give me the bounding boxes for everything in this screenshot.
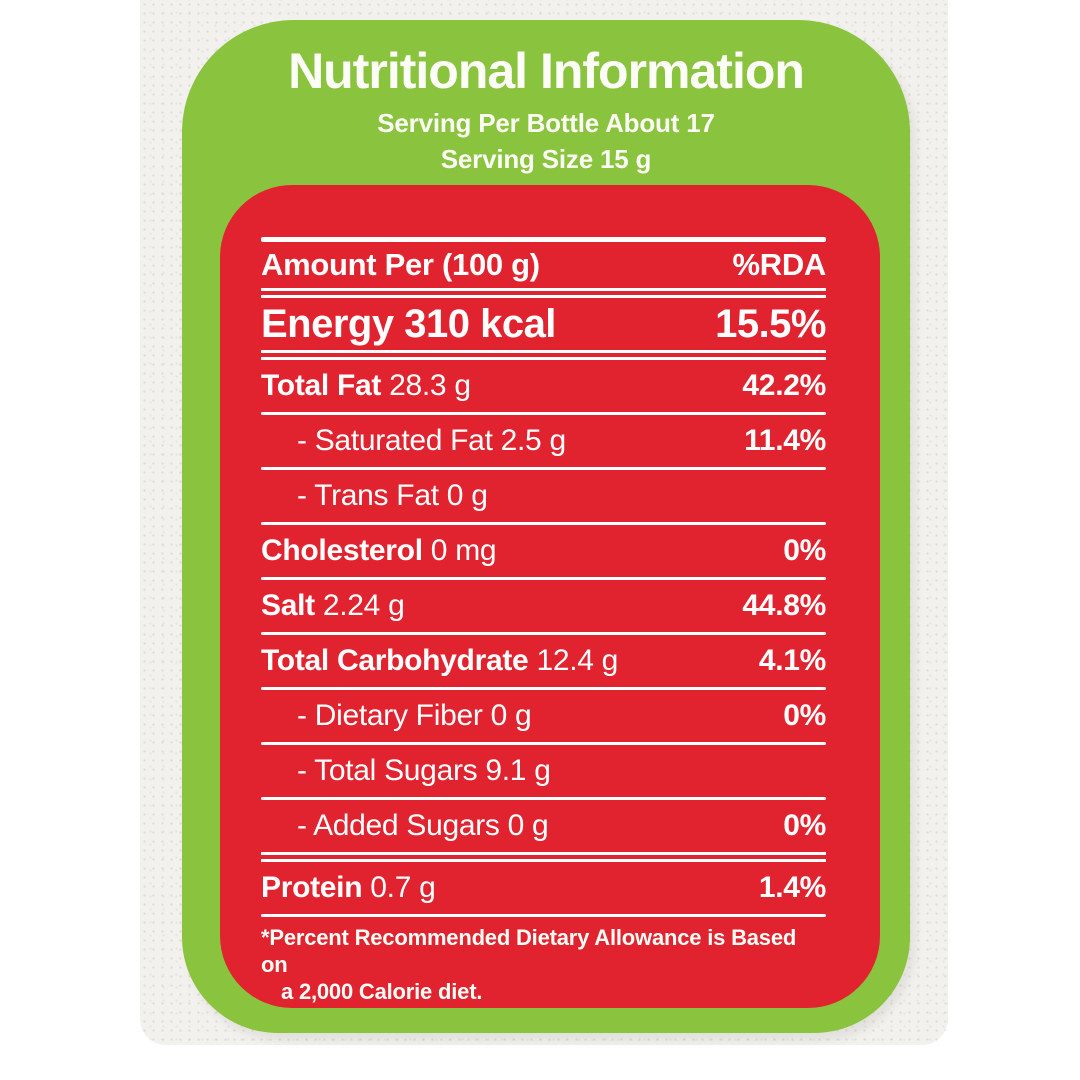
row-label: - Added Sugars 0 g [261,809,549,843]
nutrition-panel: Amount Per (100 g) %RDA Energy 310 kcal … [220,185,880,1008]
row-label-bold: Protein [261,871,363,904]
row-separator [261,852,826,862]
label-title: Nutritional Information [288,43,805,99]
row-label: Protein 0.7 g [261,871,436,905]
footnote-line-2: a 2,000 Calorie diet. [281,979,483,1004]
row-label-rest: - Dietary Fiber 0 g [297,699,532,732]
row-label: - Trans Fat 0 g [261,479,488,513]
table-row: Total Carbohydrate 12.4 g 4.1% [261,635,826,687]
row-label-bold: Total Carbohydrate [261,644,529,677]
row-label: Total Carbohydrate 12.4 g [261,644,618,678]
row-label: Energy 310 kcal [261,302,556,347]
row-label: Amount Per (100 g) [261,247,540,283]
row-label-rest: - Added Sugars 0 g [297,809,549,842]
row-label-bold: Amount Per (100 g) [261,247,540,282]
table-row: Amount Per (100 g) %RDA [261,242,826,288]
table-row: - Dietary Fiber 0 g 0% [261,690,826,742]
row-label-rest: 0.7 g [362,871,436,904]
row-separator [261,288,826,298]
table-row: - Saturated Fat 2.5 g 11.4% [261,415,826,467]
row-label-rest: 28.3 g [381,369,471,402]
row-separator [261,687,826,690]
table-row: - Total Sugars 9.1 g [261,745,826,797]
table-row: Salt 2.24 g 44.8% [261,580,826,632]
row-separator [261,467,826,470]
row-label: Salt 2.24 g [261,589,405,623]
row-separator [261,742,826,745]
row-percent: 42.2% [742,369,826,402]
row-label-rest: 2.24 g [314,589,405,622]
nutrition-table: Amount Per (100 g) %RDA Energy 310 kcal … [261,242,826,917]
row-label-bold: Salt [261,589,315,622]
serving-size: Serving Size 15 g [440,144,652,174]
footnote: *Percent Recommended Dietary Allowance i… [261,924,826,1005]
row-label-bold: Total Fat [261,369,382,402]
nutrition-label-card: Nutritional Information Serving Per Bott… [182,20,910,1033]
row-label: Total Fat 28.3 g [261,369,471,403]
table-row: Cholesterol 0 mg 0% [261,525,826,577]
footnote-line-1: *Percent Recommended Dietary Allowance i… [261,925,797,977]
row-separator [261,522,826,525]
table-row: - Trans Fat 0 g [261,470,826,522]
row-percent: 4.1% [758,644,826,677]
row-separator [261,412,826,415]
row-label-rest: 0 mg [422,534,497,567]
table-row: - Added Sugars 0 g 0% [261,800,826,852]
row-label: - Total Sugars 9.1 g [261,754,551,788]
row-separator [261,350,826,360]
label-header: Nutritional Information Serving Per Bott… [182,20,910,177]
row-percent: 1.4% [758,871,826,904]
row-percent: 0% [783,534,826,567]
table-row: Total Fat 28.3 g 42.2% [261,360,826,412]
row-percent: 0% [783,699,826,732]
row-label: - Dietary Fiber 0 g [261,699,532,733]
row-label-rest: - Total Sugars 9.1 g [297,754,551,787]
row-label: - Saturated Fat 2.5 g [261,424,566,458]
serving-per-bottle: Serving Per Bottle About 17 [377,108,715,138]
row-percent: 15.5% [715,301,826,346]
row-label-rest: 12.4 g [528,644,619,677]
table-row: Energy 310 kcal 15.5% [261,298,826,350]
row-separator [261,577,826,580]
row-percent: 0% [783,809,826,842]
row-label-bold: Cholesterol [261,534,423,567]
row-label: Cholesterol 0 mg [261,534,497,568]
row-separator [261,632,826,635]
row-label-rest: - Trans Fat 0 g [297,479,488,512]
row-percent: %RDA [732,247,826,282]
row-percent: 11.4% [744,424,826,457]
row-label-rest: - Saturated Fat 2.5 g [297,424,566,457]
row-label-bold: Energy 310 kcal [261,301,556,346]
row-separator [261,914,826,917]
table-row: Protein 0.7 g 1.4% [261,862,826,914]
table-top-rule [261,237,826,242]
row-percent: 44.8% [742,589,826,622]
row-separator [261,797,826,800]
